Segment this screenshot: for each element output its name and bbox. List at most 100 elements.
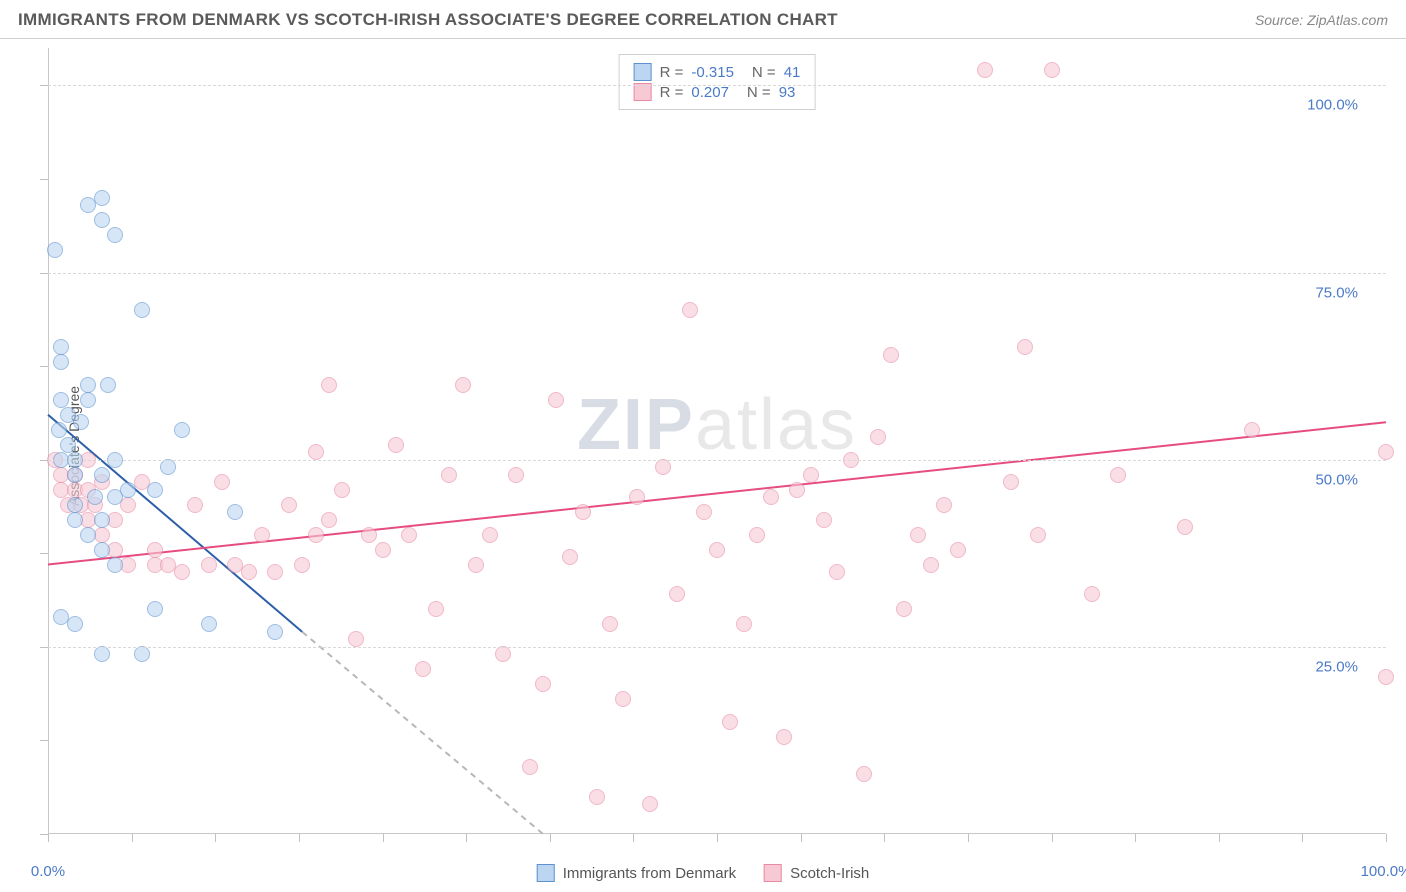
scatter-point — [950, 542, 966, 558]
scatter-point — [375, 542, 391, 558]
scatter-point — [575, 504, 591, 520]
scatter-point — [348, 631, 364, 647]
scatter-point — [321, 512, 337, 528]
scatter-point — [722, 714, 738, 730]
scatter-point — [816, 512, 832, 528]
y-tick-mark — [40, 273, 48, 274]
x-tick-mark — [1135, 834, 1136, 842]
scatter-point — [1378, 444, 1394, 460]
x-tick-mark — [884, 834, 885, 842]
scatter-point — [1044, 62, 1060, 78]
scatter-point — [80, 527, 96, 543]
scatter-point — [1110, 467, 1126, 483]
scatter-point — [214, 474, 230, 490]
scatter-point — [401, 527, 417, 543]
scatter-point — [883, 347, 899, 363]
scatter-point — [87, 489, 103, 505]
x-tick-mark — [383, 834, 384, 842]
scatter-point — [482, 527, 498, 543]
chart-title: IMMIGRANTS FROM DENMARK VS SCOTCH-IRISH … — [18, 10, 838, 30]
scatter-point — [107, 227, 123, 243]
scatter-point — [682, 302, 698, 318]
scatter-point — [107, 557, 123, 573]
legend-item-denmark: Immigrants from Denmark — [537, 864, 736, 882]
scatter-point — [227, 504, 243, 520]
x-tick-label: 100.0% — [1361, 863, 1406, 880]
scatter-point — [67, 616, 83, 632]
scatter-point — [67, 467, 83, 483]
scatter-point — [201, 557, 217, 573]
scatter-point — [361, 527, 377, 543]
stats-row-denmark: R = -0.315 N = 41 — [634, 63, 801, 81]
x-tick-mark — [299, 834, 300, 842]
legend-swatch-denmark — [537, 864, 555, 882]
scatter-point — [923, 557, 939, 573]
x-tick-label: 0.0% — [31, 863, 65, 880]
scatter-point — [589, 789, 605, 805]
scatter-point — [1030, 527, 1046, 543]
scatter-point — [803, 467, 819, 483]
scatter-point — [147, 601, 163, 617]
gridline — [48, 647, 1386, 648]
x-tick-mark — [1052, 834, 1053, 842]
scatter-point — [53, 392, 69, 408]
chart-source: Source: ZipAtlas.com — [1255, 12, 1388, 28]
scatter-point — [147, 542, 163, 558]
scatter-point — [615, 691, 631, 707]
y-tick-mark — [40, 85, 48, 86]
scatter-point — [1017, 339, 1033, 355]
x-tick-mark — [1386, 834, 1387, 842]
scatter-point — [94, 542, 110, 558]
scatter-point — [94, 212, 110, 228]
legend-label-scotch-irish: Scotch-Irish — [790, 865, 869, 882]
scatter-point — [1177, 519, 1193, 535]
scatter-point — [47, 242, 63, 258]
y-tick-mark — [40, 647, 48, 648]
scatter-point — [174, 422, 190, 438]
scatter-point — [147, 482, 163, 498]
y-tick-label: 75.0% — [1315, 284, 1358, 301]
scatter-point — [910, 527, 926, 543]
scatter-point — [53, 339, 69, 355]
scatter-point — [51, 422, 67, 438]
y-tick-label: 100.0% — [1307, 97, 1358, 114]
scatter-point — [254, 527, 270, 543]
swatch-denmark — [634, 63, 652, 81]
bottom-legend: Immigrants from Denmark Scotch-Irish — [537, 864, 870, 882]
scatter-point — [936, 497, 952, 513]
scatter-point — [776, 729, 792, 745]
scatter-point — [94, 190, 110, 206]
scatter-point — [415, 661, 431, 677]
scatter-point — [308, 527, 324, 543]
scatter-point — [1378, 669, 1394, 685]
scatter-point — [201, 616, 217, 632]
scatter-point — [80, 377, 96, 393]
scatter-point — [896, 601, 912, 617]
y-tick-mark — [40, 553, 48, 554]
scatter-point — [977, 62, 993, 78]
gridline — [48, 273, 1386, 274]
chart-plot-area: ZIPatlas R = -0.315 N = 41 R = 0.207 N =… — [48, 48, 1386, 834]
scatter-point — [669, 586, 685, 602]
scatter-point — [655, 459, 671, 475]
x-tick-mark — [968, 834, 969, 842]
scatter-point — [749, 527, 765, 543]
x-tick-mark — [132, 834, 133, 842]
scatter-point — [67, 512, 83, 528]
scatter-point — [535, 676, 551, 692]
legend-item-scotch-irish: Scotch-Irish — [764, 864, 869, 882]
scatter-point — [455, 377, 471, 393]
scatter-point — [100, 377, 116, 393]
scatter-point — [763, 489, 779, 505]
scatter-point — [94, 512, 110, 528]
y-tick-mark — [40, 834, 48, 835]
scatter-point — [522, 759, 538, 775]
scatter-point — [187, 497, 203, 513]
scatter-point — [334, 482, 350, 498]
x-tick-mark — [633, 834, 634, 842]
scatter-point — [120, 482, 136, 498]
scatter-point — [642, 796, 658, 812]
scatter-point — [174, 564, 190, 580]
scatter-point — [1084, 586, 1100, 602]
scatter-point — [709, 542, 725, 558]
